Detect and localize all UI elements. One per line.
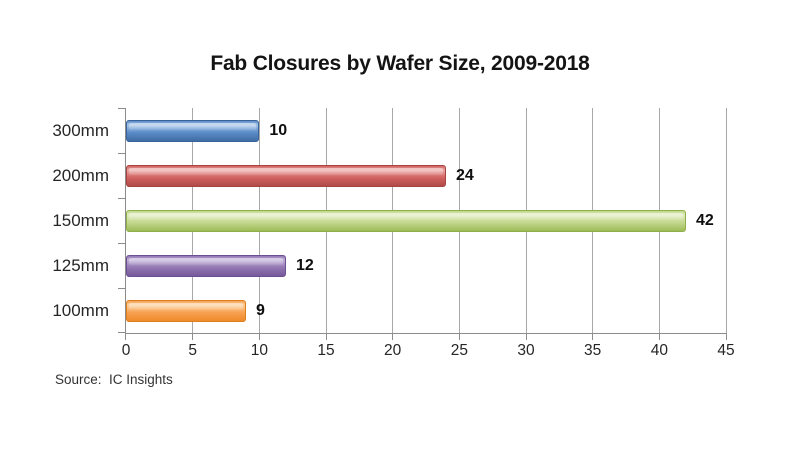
category-label-100mm: 100mm <box>52 300 109 320</box>
plot-area: 300mm 10 200mm 24 150mm 42 125mm 12 100mm 9 0 5 10 15… <box>52 108 735 359</box>
x-axis-tick-40 <box>658 333 661 340</box>
x-tick-label-30: 30 <box>517 342 535 359</box>
y-axis-tick <box>118 288 126 290</box>
category-label-200mm: 200mm <box>52 165 109 185</box>
x-tick-label-35: 35 <box>584 342 602 359</box>
value-label-100mm: 9 <box>256 301 265 319</box>
x-tick-label-5: 5 <box>188 342 197 359</box>
x-tick-label-0: 0 <box>121 342 131 359</box>
chart-title: Fab Closures by Wafer Size, 2009-2018 <box>210 52 590 75</box>
bar-125mm <box>126 254 286 277</box>
y-axis-tick <box>118 198 126 200</box>
value-label-300mm: 10 <box>269 121 288 139</box>
category-label-125mm: 125mm <box>52 255 109 275</box>
x-axis-tick-10 <box>258 333 261 340</box>
value-label-200mm: 24 <box>456 166 474 184</box>
x-tick-label-10: 10 <box>250 342 268 359</box>
x-axis-tick-25 <box>458 333 461 340</box>
y-axis-tick <box>118 332 126 334</box>
x-tick-label-20: 20 <box>384 342 402 359</box>
x-axis-tick-5 <box>192 333 194 340</box>
y-axis-tick <box>118 153 126 155</box>
x-axis-tick-20 <box>392 333 394 340</box>
bar-row-200mm: 200mm 24 <box>52 153 726 198</box>
bar-row-100mm: 100mm 9 <box>52 288 726 333</box>
x-axis-tick-35 <box>592 333 594 340</box>
x-tick-label-15: 15 <box>317 342 335 359</box>
x-axis-tick-15 <box>325 333 328 340</box>
bar-200mm <box>126 164 446 187</box>
bar-100mm <box>126 299 246 322</box>
x-axis-tick-30 <box>525 333 528 340</box>
x-axis-tick-45 <box>725 333 728 340</box>
x-tick-label-25: 25 <box>450 342 468 359</box>
bar-row-150mm: 150mm 42 <box>52 198 726 243</box>
y-axis-tick <box>118 243 126 245</box>
bar-row-125mm: 125mm 12 <box>52 243 726 288</box>
bar-row-300mm: 300mm 10 <box>52 108 726 153</box>
x-tick-label-45: 45 <box>717 342 735 359</box>
y-axis-tick <box>118 108 126 110</box>
value-label-125mm: 12 <box>296 256 314 274</box>
value-label-150mm: 42 <box>696 211 714 229</box>
category-label-150mm: 150mm <box>52 210 109 230</box>
gridline-45 <box>725 108 727 333</box>
bar-300mm <box>126 119 260 142</box>
source-note: Source: IC Insights <box>55 372 173 387</box>
bar-150mm <box>126 209 686 232</box>
x-tick-label-40: 40 <box>650 342 668 359</box>
category-label-300mm: 300mm <box>52 120 109 140</box>
x-axis-tick-0 <box>125 333 127 340</box>
